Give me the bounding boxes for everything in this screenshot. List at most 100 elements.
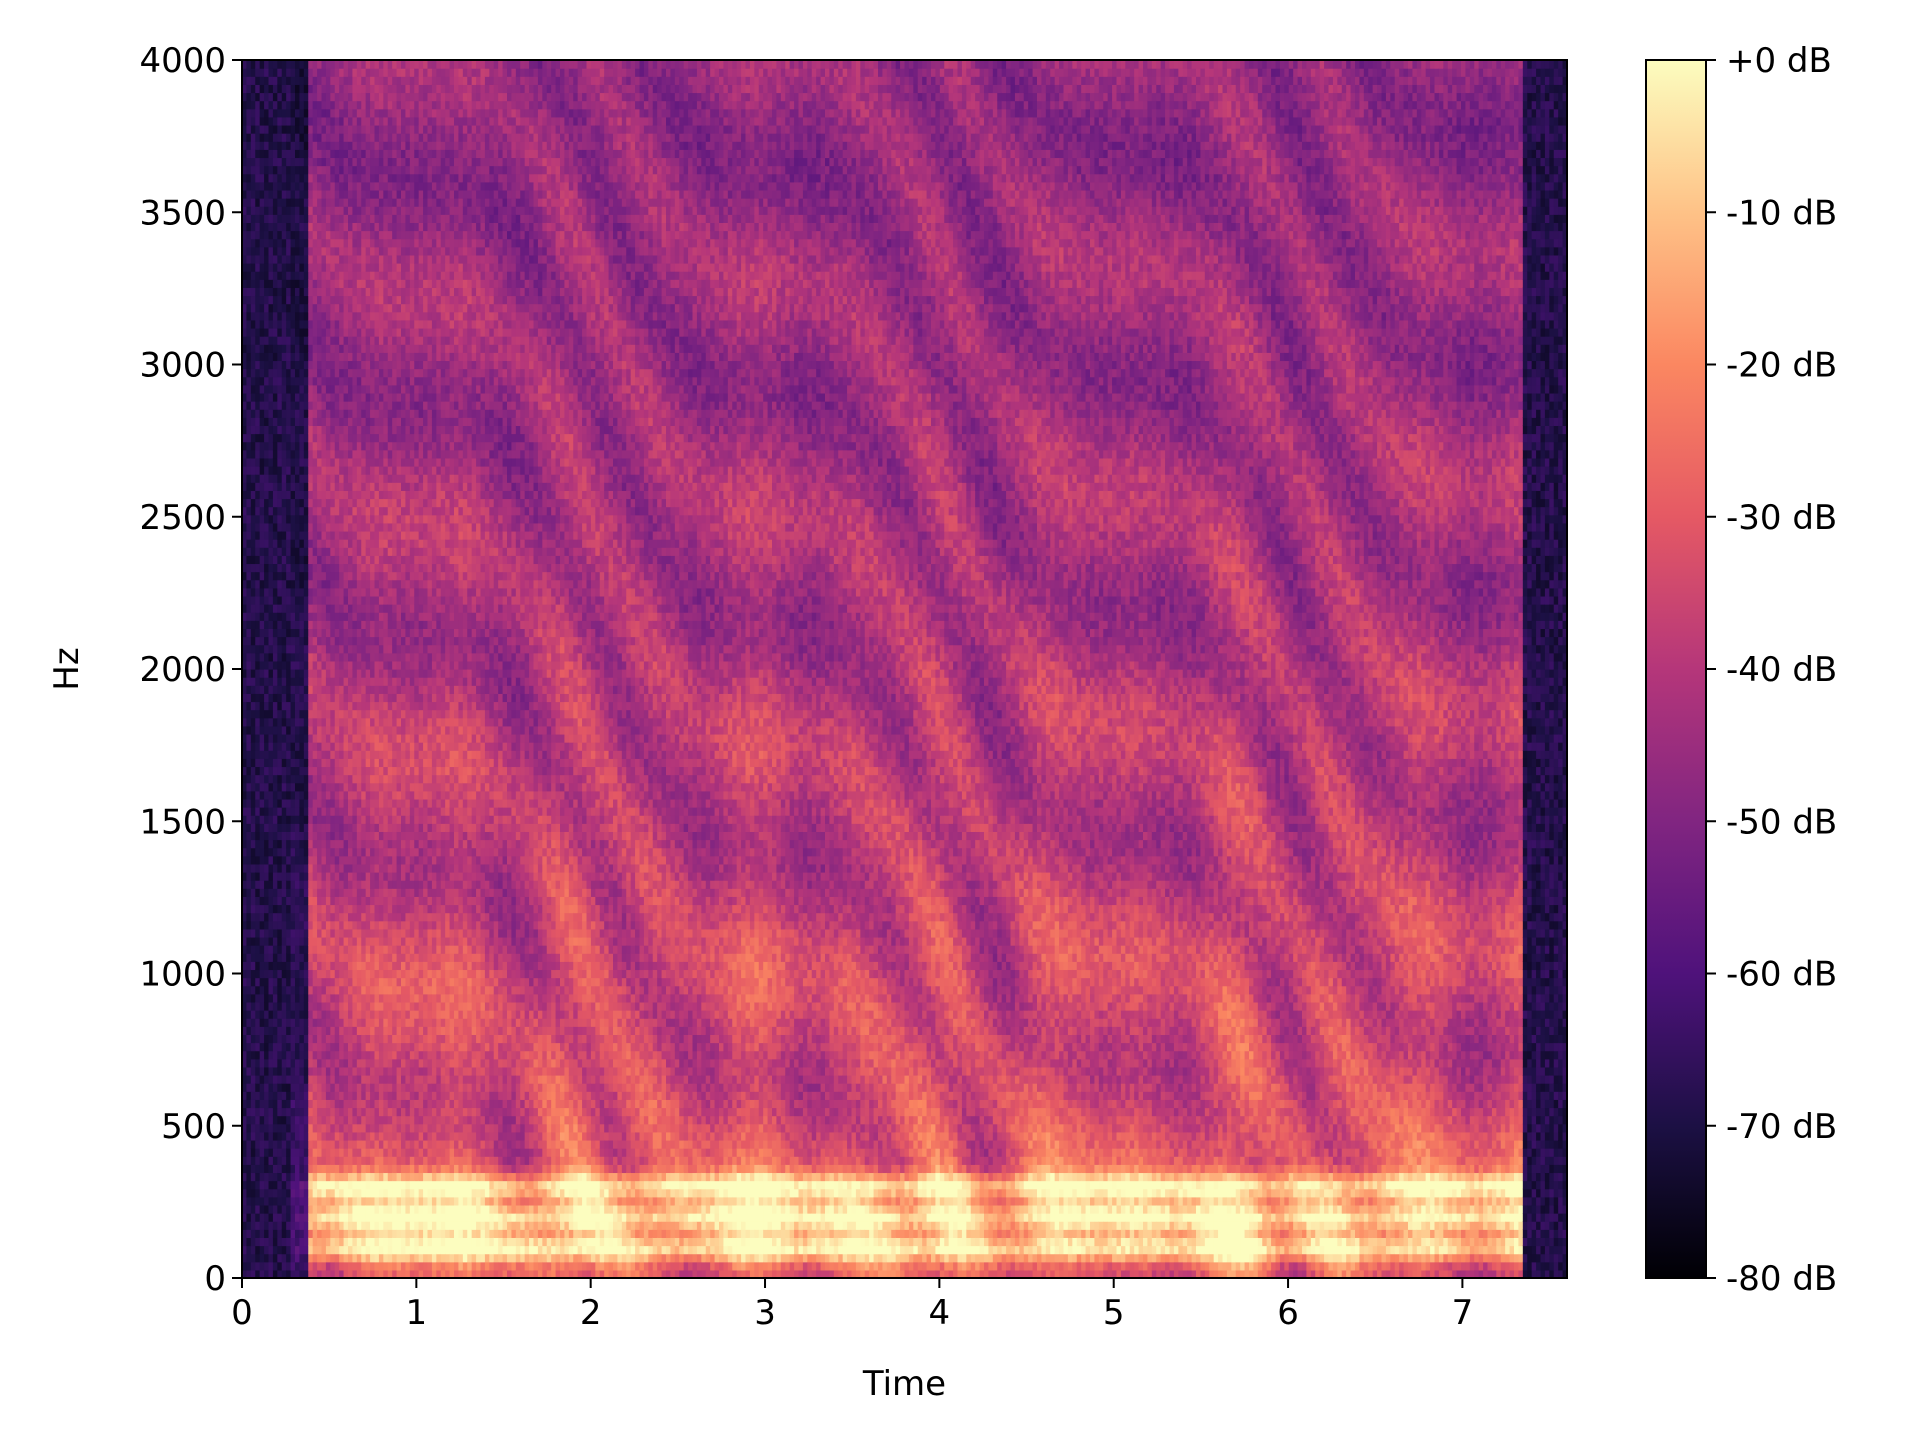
spectrogram-cell (325, 1148, 331, 1157)
spectrogram-cell (281, 254, 287, 264)
spectrogram-cell (348, 644, 354, 654)
spectrogram-cell (330, 758, 336, 768)
spectrogram-cell (339, 417, 345, 426)
spectrogram-cell (365, 466, 371, 475)
spectrogram-cell (303, 912, 309, 922)
spectrogram-cell (352, 1196, 358, 1206)
spectrogram-cell (370, 466, 376, 475)
spectrogram-cell (356, 782, 362, 792)
spectrogram-cell (330, 417, 336, 426)
spectrogram-cell (277, 782, 283, 792)
spectrogram-cell (334, 295, 340, 305)
spectrogram-cell (339, 1131, 345, 1141)
spectrogram-cell (330, 1018, 336, 1027)
spectrogram-cell (370, 157, 376, 167)
spectrogram-cell (286, 100, 292, 110)
spectrogram-cell (308, 449, 314, 459)
spectrogram-cell (246, 612, 252, 621)
spectrogram-cell (299, 230, 305, 240)
spectrogram-cell (361, 644, 367, 654)
spectrogram-cell (281, 555, 287, 565)
spectrogram-cell (281, 157, 287, 167)
spectrogram-cell (356, 1131, 362, 1141)
spectrogram-cell (286, 157, 292, 167)
spectrogram-cell (303, 993, 309, 1003)
spectrogram-cell (277, 327, 283, 337)
spectrogram-cell (361, 977, 367, 987)
spectrogram-cell (299, 945, 305, 954)
spectrogram-cell (268, 124, 274, 134)
spectrogram-cell (277, 725, 283, 735)
spectrogram-cell (277, 945, 283, 954)
spectrogram-cell (356, 872, 362, 881)
spectrogram-cell (383, 198, 389, 207)
spectrogram-cell (383, 733, 389, 743)
spectrogram-cell (246, 1115, 252, 1125)
spectrogram-cell (334, 547, 340, 556)
spectrogram-cell (286, 149, 292, 159)
spectrogram-cell (264, 1156, 270, 1165)
spectrogram-cell (321, 76, 327, 85)
spectrogram-cell (264, 401, 270, 410)
spectrogram-cell (321, 506, 327, 516)
spectrogram-cell (339, 863, 345, 873)
spectrogram-cell (290, 230, 296, 240)
spectrogram-cell (330, 790, 336, 800)
spectrogram-cell (352, 1139, 358, 1149)
spectrogram-cell (348, 1083, 354, 1092)
spectrogram-cell (312, 725, 318, 735)
spectrogram-cell (356, 376, 362, 386)
spectrogram-cell (374, 961, 380, 971)
spectrogram-cell (308, 181, 314, 191)
spectrogram-cell (343, 1050, 349, 1060)
spectrogram-cell (286, 376, 292, 386)
spectrogram-cell (343, 1269, 349, 1279)
spectrogram-cell (348, 303, 354, 313)
spectrogram-cell (352, 953, 358, 962)
spectrogram-cell (312, 1269, 318, 1279)
spectrogram-cell (308, 287, 314, 297)
spectrogram-cell (352, 636, 358, 646)
spectrogram-cell (250, 823, 256, 832)
spectrogram-cell (264, 539, 270, 548)
spectrogram-cell (268, 1221, 274, 1230)
spectrogram-cell (330, 474, 336, 483)
spectrogram-cell (264, 628, 270, 638)
spectrogram-cell (277, 84, 283, 94)
spectrogram-cell (308, 774, 314, 784)
spectrogram-cell (312, 368, 318, 378)
spectrogram-cell (339, 1180, 345, 1190)
spectrogram-cell (246, 1245, 252, 1255)
spectrogram-cell (272, 1107, 278, 1117)
spectrogram-cell (312, 457, 318, 467)
spectrogram-cell (365, 782, 371, 792)
spectrogram-cell (290, 311, 296, 321)
spectrogram-cell (281, 1172, 287, 1182)
spectrogram-cell (312, 1001, 318, 1011)
spectrogram-cell (246, 1156, 252, 1165)
spectrogram-cell (334, 1180, 340, 1190)
spectrogram-cell (277, 1237, 283, 1247)
spectrogram-cell (299, 782, 305, 792)
spectrogram-cell (286, 880, 292, 889)
spectrogram-cell (295, 60, 301, 69)
spectrogram-cell (255, 847, 261, 857)
spectrogram-cell (299, 425, 305, 435)
spectrogram-cell (259, 977, 265, 987)
spectrogram-cell (317, 709, 323, 719)
spectrogram-cell (339, 311, 345, 321)
spectrogram-cell (339, 628, 345, 638)
spectrogram-cell (272, 798, 278, 808)
spectrogram-cell (242, 896, 248, 906)
spectrogram-cell (378, 360, 384, 370)
spectrogram-cell (317, 717, 323, 727)
spectrogram-cell (361, 279, 367, 288)
spectrogram-cell (378, 392, 384, 402)
spectrogram-cell (295, 263, 301, 272)
spectrogram-cell (268, 709, 274, 719)
spectrogram-cell (356, 571, 362, 581)
spectrogram-cell (365, 1115, 371, 1125)
spectrogram-cell (264, 433, 270, 443)
spectrogram-cell (242, 238, 248, 248)
spectrogram-cell (277, 555, 283, 565)
